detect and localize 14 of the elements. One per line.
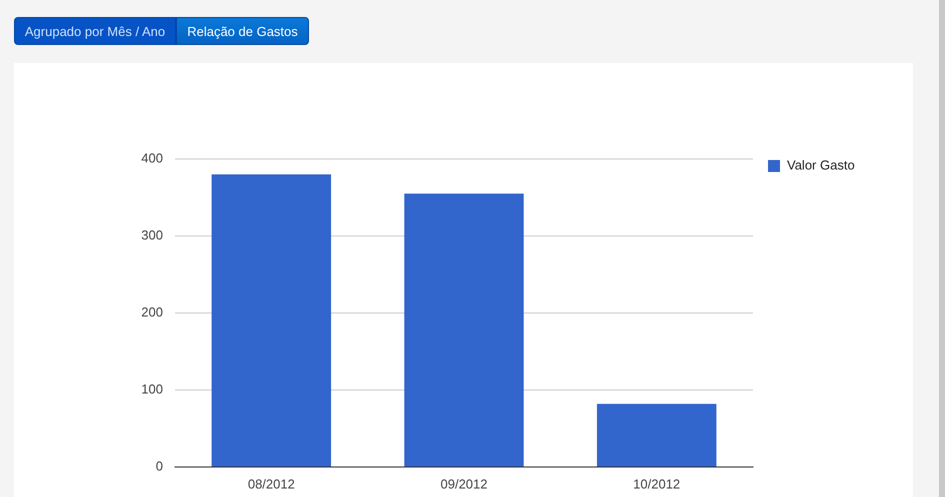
legend-label: Valor Gasto [787,158,855,173]
bar [404,194,524,466]
bar [212,174,332,466]
y-tick-label: 400 [141,150,163,166]
tab-button[interactable]: Agrupado por Mês / Ano [14,17,176,45]
bar [596,404,716,466]
x-tick-label: 10/2012 [633,476,680,492]
x-tick-label: 09/2012 [440,476,488,492]
y-tick-label: 100 [141,382,163,397]
tab-button[interactable]: Relação de Gastos [176,17,309,45]
x-tick-label: 08/2012 [248,476,295,492]
y-tick-label: 200 [141,304,163,320]
y-tick-label: 300 [141,228,163,243]
y-tick-label: 0 [156,458,163,474]
